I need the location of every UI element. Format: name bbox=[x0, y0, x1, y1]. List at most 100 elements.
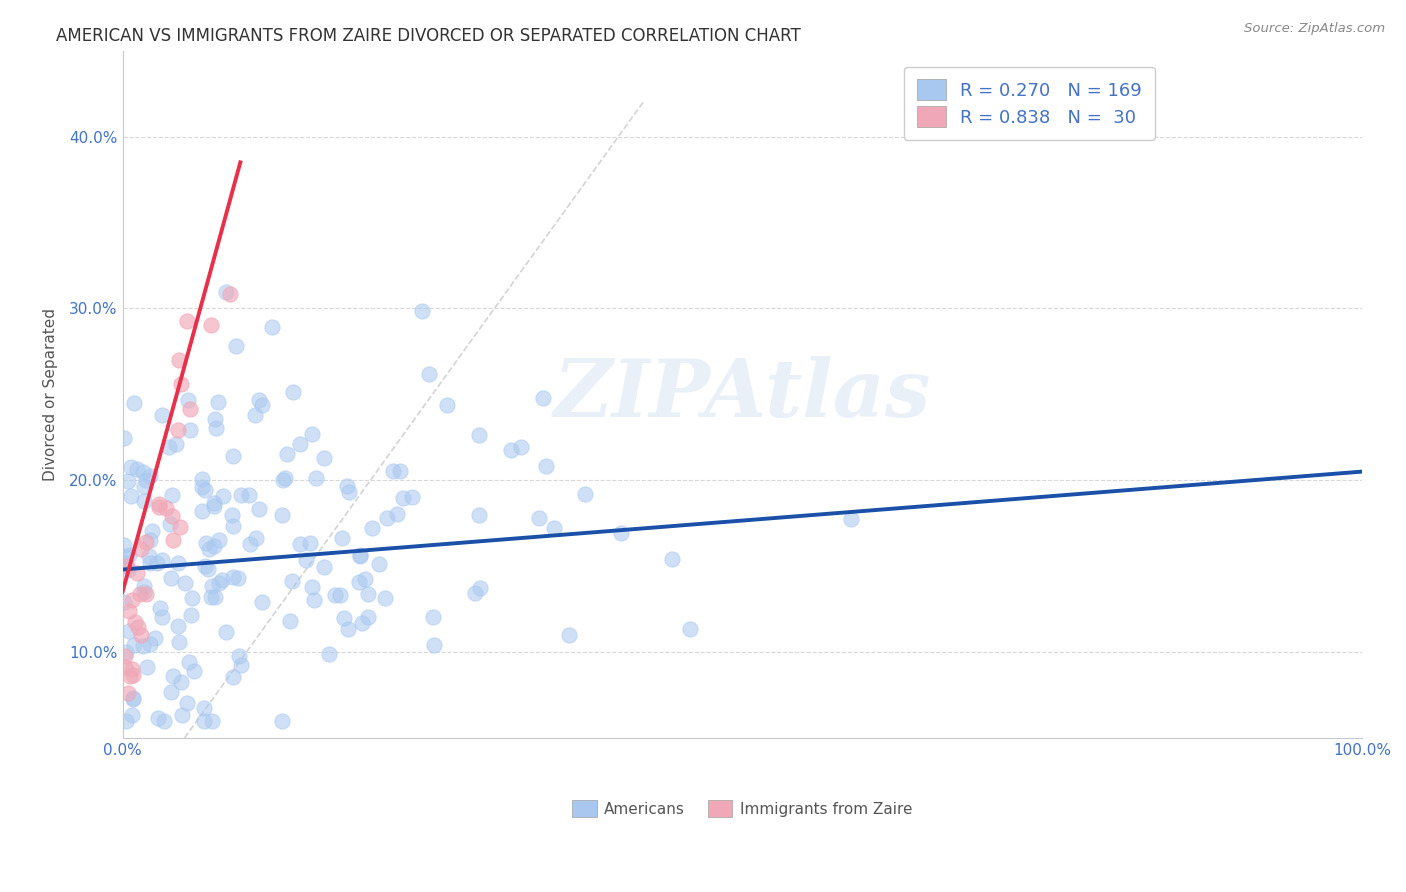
Point bbox=[179, 402, 201, 417]
Point bbox=[509, 440, 531, 454]
Text: Source: ZipAtlas.com: Source: ZipAtlas.com bbox=[1244, 22, 1385, 36]
Point bbox=[337, 485, 360, 500]
Point bbox=[221, 508, 243, 522]
Point bbox=[238, 488, 260, 502]
Point bbox=[148, 711, 170, 725]
Point bbox=[271, 473, 294, 487]
Point bbox=[274, 470, 297, 484]
Point bbox=[422, 609, 444, 624]
Point bbox=[174, 576, 197, 591]
Point bbox=[205, 421, 228, 435]
Point bbox=[336, 479, 359, 493]
Point bbox=[218, 286, 240, 301]
Point bbox=[211, 573, 233, 587]
Point bbox=[121, 662, 143, 676]
Point bbox=[145, 557, 167, 571]
Point bbox=[207, 394, 229, 409]
Point bbox=[115, 714, 138, 728]
Point bbox=[132, 465, 155, 479]
Point bbox=[159, 684, 181, 698]
Point bbox=[436, 398, 458, 412]
Point bbox=[114, 659, 136, 673]
Point bbox=[222, 449, 245, 463]
Point bbox=[349, 549, 371, 563]
Point bbox=[112, 538, 135, 552]
Point bbox=[194, 535, 217, 549]
Point bbox=[329, 588, 352, 602]
Legend: Americans, Immigrants from Zaire: Americans, Immigrants from Zaire bbox=[567, 794, 918, 823]
Point bbox=[160, 488, 183, 502]
Point bbox=[202, 540, 225, 554]
Point bbox=[127, 620, 149, 634]
Point bbox=[115, 645, 138, 659]
Point bbox=[252, 595, 274, 609]
Point bbox=[468, 428, 491, 442]
Point bbox=[167, 635, 190, 649]
Point bbox=[122, 667, 145, 681]
Point bbox=[288, 536, 311, 550]
Point bbox=[201, 579, 224, 593]
Point bbox=[208, 533, 231, 547]
Point bbox=[214, 624, 236, 639]
Point bbox=[499, 442, 522, 457]
Text: ZIPAtlas: ZIPAtlas bbox=[554, 356, 931, 433]
Point bbox=[121, 593, 143, 607]
Point bbox=[464, 586, 486, 600]
Point bbox=[353, 572, 375, 586]
Point bbox=[280, 574, 302, 588]
Point bbox=[124, 615, 146, 629]
Point bbox=[132, 640, 155, 654]
Point bbox=[148, 500, 170, 514]
Point bbox=[202, 496, 225, 510]
Point bbox=[200, 318, 222, 333]
Point bbox=[543, 521, 565, 535]
Point bbox=[170, 675, 193, 690]
Point bbox=[138, 556, 160, 570]
Point bbox=[170, 377, 193, 392]
Point bbox=[112, 556, 135, 570]
Point bbox=[367, 557, 389, 571]
Point bbox=[336, 623, 359, 637]
Point bbox=[197, 562, 219, 576]
Point bbox=[159, 572, 181, 586]
Point bbox=[112, 431, 135, 445]
Point bbox=[389, 464, 412, 478]
Point bbox=[382, 464, 405, 478]
Point bbox=[200, 590, 222, 604]
Point bbox=[183, 664, 205, 678]
Point bbox=[278, 614, 301, 628]
Point bbox=[166, 556, 188, 570]
Point bbox=[132, 579, 155, 593]
Point bbox=[679, 622, 702, 636]
Point bbox=[176, 314, 198, 328]
Point bbox=[150, 409, 173, 423]
Point bbox=[295, 553, 318, 567]
Point bbox=[139, 469, 162, 483]
Point bbox=[288, 436, 311, 450]
Point bbox=[250, 398, 273, 412]
Point bbox=[122, 690, 145, 705]
Point bbox=[118, 669, 141, 683]
Point bbox=[191, 504, 214, 518]
Point bbox=[121, 692, 143, 706]
Point bbox=[423, 638, 446, 652]
Point bbox=[226, 571, 249, 585]
Point bbox=[222, 670, 245, 684]
Point bbox=[401, 490, 423, 504]
Point bbox=[534, 458, 557, 473]
Point bbox=[312, 560, 335, 574]
Point bbox=[231, 658, 253, 673]
Point bbox=[160, 508, 183, 523]
Point bbox=[557, 628, 579, 642]
Point bbox=[132, 494, 155, 508]
Point bbox=[169, 353, 191, 368]
Point bbox=[374, 591, 396, 605]
Point bbox=[148, 498, 170, 512]
Point bbox=[357, 586, 380, 600]
Point bbox=[159, 517, 181, 532]
Point bbox=[271, 714, 294, 728]
Point bbox=[201, 714, 224, 728]
Point bbox=[162, 668, 184, 682]
Point bbox=[135, 473, 157, 487]
Point bbox=[247, 502, 270, 516]
